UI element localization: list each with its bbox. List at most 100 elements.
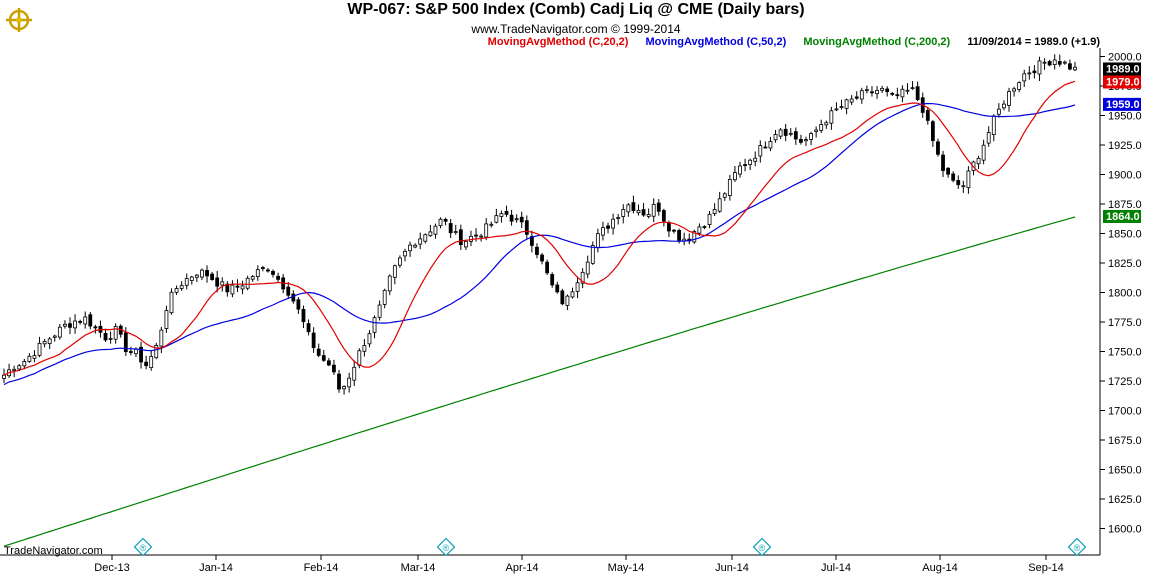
- y-axis-ticks: 2000.01975.01950.01925.01900.01875.01850…: [1100, 52, 1142, 536]
- event-marker-icon[interactable]: [752, 537, 772, 557]
- candle-body: [296, 299, 301, 310]
- candle-body: [433, 225, 438, 235]
- candle-body: [443, 218, 448, 222]
- candle-body: [788, 132, 793, 135]
- legend: MovingAvgMethod (C,20,2) MovingAvgMethod…: [0, 36, 1100, 48]
- candle-body: [326, 360, 331, 366]
- candle-body: [550, 274, 555, 286]
- candle-body: [1037, 60, 1042, 75]
- y-tick-label: 1950.0: [1108, 111, 1142, 123]
- candle-body: [169, 291, 174, 314]
- candle-body: [941, 154, 945, 171]
- candle-body: [743, 164, 747, 166]
- candle-body: [1042, 61, 1047, 64]
- candle-body: [235, 285, 240, 288]
- candle-body: [362, 345, 367, 352]
- candle-body: [63, 323, 67, 327]
- last-price-label: 1989.0: [1106, 63, 1140, 75]
- candle-body: [108, 337, 113, 340]
- candle-body: [164, 310, 169, 329]
- candle-body: [149, 356, 154, 368]
- candle-body: [189, 276, 194, 281]
- event-marker-icon[interactable]: [436, 537, 456, 557]
- event-marker-glyph: ®: [759, 543, 766, 553]
- candle-body: [52, 335, 57, 338]
- candle-body: [1027, 72, 1032, 75]
- ma20-value-label-box: [1103, 75, 1141, 89]
- ma200-value-label-box: [1103, 209, 1141, 223]
- candle-body: [215, 277, 220, 287]
- ma20-value-label: 1979.0: [1106, 76, 1140, 88]
- candle-body: [32, 355, 37, 359]
- candle-body: [540, 254, 544, 262]
- candle-body: [266, 269, 270, 272]
- candle-body: [976, 157, 981, 165]
- legend-last-value: 11/09/2014 = 1989.0 (+1.9): [967, 36, 1100, 48]
- ma20-line: [3, 80, 1076, 376]
- candle-body: [68, 323, 72, 328]
- candle-body: [398, 257, 402, 266]
- y-tick-label: 1825.0: [1108, 258, 1142, 270]
- candle-body: [809, 133, 813, 140]
- candle-body: [981, 144, 986, 161]
- y-tick-label: 1925.0: [1108, 140, 1142, 152]
- candle-body: [337, 373, 341, 390]
- candle-body: [722, 193, 727, 198]
- candle-body: [418, 238, 423, 245]
- candle-body: [733, 172, 737, 181]
- candle-body: [17, 365, 22, 370]
- candle-body: [93, 326, 98, 329]
- footer-brand: TradeNavigator.com: [4, 545, 103, 557]
- candle-body: [504, 210, 509, 215]
- candle-body: [535, 246, 539, 255]
- y-tick-label: 1625.0: [1108, 494, 1142, 506]
- ma200-value-label: 1864.0: [1106, 211, 1140, 223]
- candle-body: [1017, 82, 1022, 90]
- candle-body: [230, 284, 235, 295]
- candle-body: [179, 285, 184, 289]
- x-axis-ticks: Dec-13 Jan-14 Feb-14 Mar-14 Apr-14 May-14 Jun-…: [94, 555, 1064, 574]
- y-tick-label: 1700.0: [1108, 406, 1142, 418]
- candle-body: [37, 342, 42, 356]
- candle-body: [316, 348, 321, 356]
- candle-body: [260, 267, 265, 269]
- candle-body: [159, 329, 164, 347]
- candle-body: [332, 364, 336, 373]
- event-marker-icon[interactable]: [1067, 537, 1087, 557]
- candle-body: [484, 223, 489, 238]
- candle-body: [194, 274, 199, 278]
- candle-body: [575, 282, 580, 292]
- legend-ma200: MovingAvgMethod (C,200,2): [803, 36, 951, 48]
- candle-body: [423, 234, 428, 242]
- candle-body: [128, 351, 133, 353]
- candle-body: [408, 244, 412, 252]
- candle-body: [910, 87, 915, 90]
- candle-body: [210, 273, 215, 280]
- candle-body: [875, 90, 879, 95]
- ma50-value-label: 1959.0: [1106, 99, 1140, 111]
- candle-body: [885, 88, 890, 93]
- x-tick-label: Mar-14: [401, 562, 436, 574]
- candle-body: [611, 218, 615, 229]
- candle-body: [961, 185, 966, 188]
- candle-body: [123, 332, 128, 353]
- candle-body: [854, 96, 859, 99]
- event-marker-icon[interactable]: [133, 537, 153, 557]
- candle-body: [306, 323, 311, 333]
- candle-body: [626, 204, 631, 213]
- candle-body: [387, 275, 392, 292]
- candle-body: [646, 214, 651, 217]
- candle-body: [738, 165, 742, 175]
- candle-body: [1002, 103, 1006, 109]
- candle-body: [697, 226, 702, 234]
- candle-body: [991, 115, 996, 136]
- candle-body: [601, 227, 605, 236]
- candle-body: [707, 213, 712, 225]
- candle-body: [78, 321, 83, 323]
- candle-body: [621, 209, 626, 217]
- candle-body: [250, 276, 255, 280]
- candle-body: [286, 286, 291, 296]
- candle-body: [291, 293, 296, 302]
- candle-body: [474, 234, 478, 237]
